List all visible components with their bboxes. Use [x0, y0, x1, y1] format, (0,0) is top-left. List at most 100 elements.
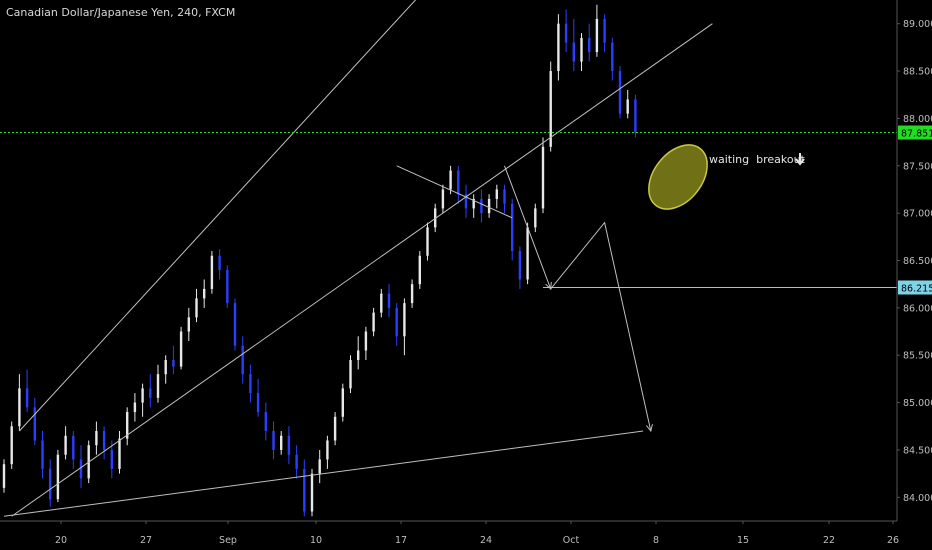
- svg-text:86.215: 86.215: [901, 283, 932, 294]
- svg-text:89.000: 89.000: [903, 19, 932, 30]
- projection-path-group: [504, 165, 653, 433]
- svg-text:85.500: 85.500: [903, 351, 932, 362]
- candle: [33, 397, 36, 446]
- candle: [264, 402, 267, 441]
- y-tick: 84.500: [897, 445, 932, 456]
- candle: [434, 203, 437, 233]
- svg-text:26: 26: [887, 535, 899, 546]
- candle: [226, 265, 229, 308]
- svg-text:10: 10: [310, 535, 322, 546]
- candle: [557, 14, 560, 81]
- candle: [272, 421, 275, 460]
- candle: [203, 279, 206, 308]
- projection-path: [504, 165, 652, 432]
- candle: [210, 251, 214, 294]
- trendlines-group: [3, 0, 713, 517]
- candle: [580, 33, 583, 72]
- svg-text:Sep: Sep: [219, 535, 237, 546]
- price-label: 87.851: [898, 125, 932, 140]
- candle: [503, 184, 506, 214]
- price-levels-group: [0, 132, 897, 288]
- candle: [149, 374, 152, 408]
- candle: [572, 18, 575, 72]
- svg-text:86.000: 86.000: [903, 303, 932, 314]
- candle: [41, 431, 44, 479]
- candle: [303, 459, 306, 517]
- trendline: [396, 165, 513, 219]
- candle: [25, 369, 29, 413]
- price-label: 86.215: [898, 280, 932, 295]
- y-axis-ticks: 89.000 88.500 88.000 87.500 87.000 86.500 86.0…: [897, 19, 932, 504]
- candle: [2, 459, 6, 493]
- candle: [564, 9, 568, 53]
- y-tick: 88.000: [897, 114, 932, 125]
- candle: [595, 4, 599, 57]
- candle: [64, 426, 67, 460]
- y-tick: 88.500: [897, 67, 932, 78]
- candle: [349, 355, 352, 394]
- candle: [472, 194, 475, 218]
- candle: [141, 383, 144, 417]
- breakout-ellipse: [648, 144, 708, 210]
- trendline: [11, 23, 713, 517]
- candle: [372, 307, 375, 337]
- x-tick: 8: [653, 521, 659, 546]
- candle: [480, 189, 483, 223]
- svg-text:Oct: Oct: [563, 535, 580, 546]
- candle: [511, 198, 514, 261]
- price-labels: 87.851 86.215: [898, 125, 932, 295]
- y-tick: 86.500: [897, 256, 932, 267]
- candle: [241, 336, 244, 384]
- candle: [318, 449, 321, 484]
- candle: [95, 421, 98, 455]
- candle: [357, 336, 360, 370]
- candle: [603, 14, 606, 53]
- candle: [164, 355, 167, 384]
- svg-text:88.500: 88.500: [903, 67, 932, 78]
- candle: [280, 431, 283, 455]
- candle: [18, 374, 21, 432]
- svg-text:88.000: 88.000: [903, 114, 932, 125]
- candle: [333, 412, 337, 446]
- candle: [249, 364, 252, 403]
- x-tick: Oct: [563, 521, 580, 546]
- projection-arrowhead: [646, 424, 653, 433]
- candle: [195, 288, 198, 323]
- candle: [295, 445, 298, 479]
- annotation-text: waiting breakout: [709, 153, 806, 166]
- y-tick: 86.000: [897, 303, 932, 314]
- chart-title: Canadian Dollar/Japanese Yen, 240, FXCM: [6, 6, 236, 19]
- candle: [287, 426, 291, 465]
- candle: [395, 303, 398, 346]
- candle: [156, 364, 160, 403]
- svg-text:22: 22: [823, 535, 835, 546]
- svg-text:85.000: 85.000: [903, 398, 932, 409]
- candle: [626, 89, 629, 119]
- svg-text:8: 8: [653, 535, 659, 546]
- x-tick: 17: [395, 521, 407, 546]
- svg-text:84.500: 84.500: [903, 445, 932, 456]
- y-tick: 84.000: [897, 493, 932, 504]
- y-tick: 87.500: [897, 161, 932, 172]
- x-tick: 20: [55, 521, 67, 546]
- candle: [10, 421, 13, 469]
- svg-text:20: 20: [55, 535, 67, 546]
- y-tick: 85.000: [897, 398, 932, 409]
- y-tick: 87.000: [897, 209, 932, 220]
- candle: [256, 378, 260, 417]
- candle: [418, 251, 421, 289]
- x-axis-ticks: 20 27 Sep 10 17 24 Oct 8 15 22 26: [55, 521, 899, 546]
- candle: [634, 94, 637, 138]
- y-tick: 85.500: [897, 351, 932, 362]
- trendline: [19, 0, 417, 432]
- svg-text:27: 27: [140, 535, 152, 546]
- down-arrow-icon: [795, 153, 805, 166]
- candle: [403, 298, 406, 356]
- candle: [110, 440, 113, 479]
- x-tick: 10: [310, 521, 322, 546]
- trendline: [3, 430, 644, 517]
- x-tick: 15: [737, 521, 749, 546]
- candle: [457, 165, 460, 204]
- candle: [172, 345, 175, 375]
